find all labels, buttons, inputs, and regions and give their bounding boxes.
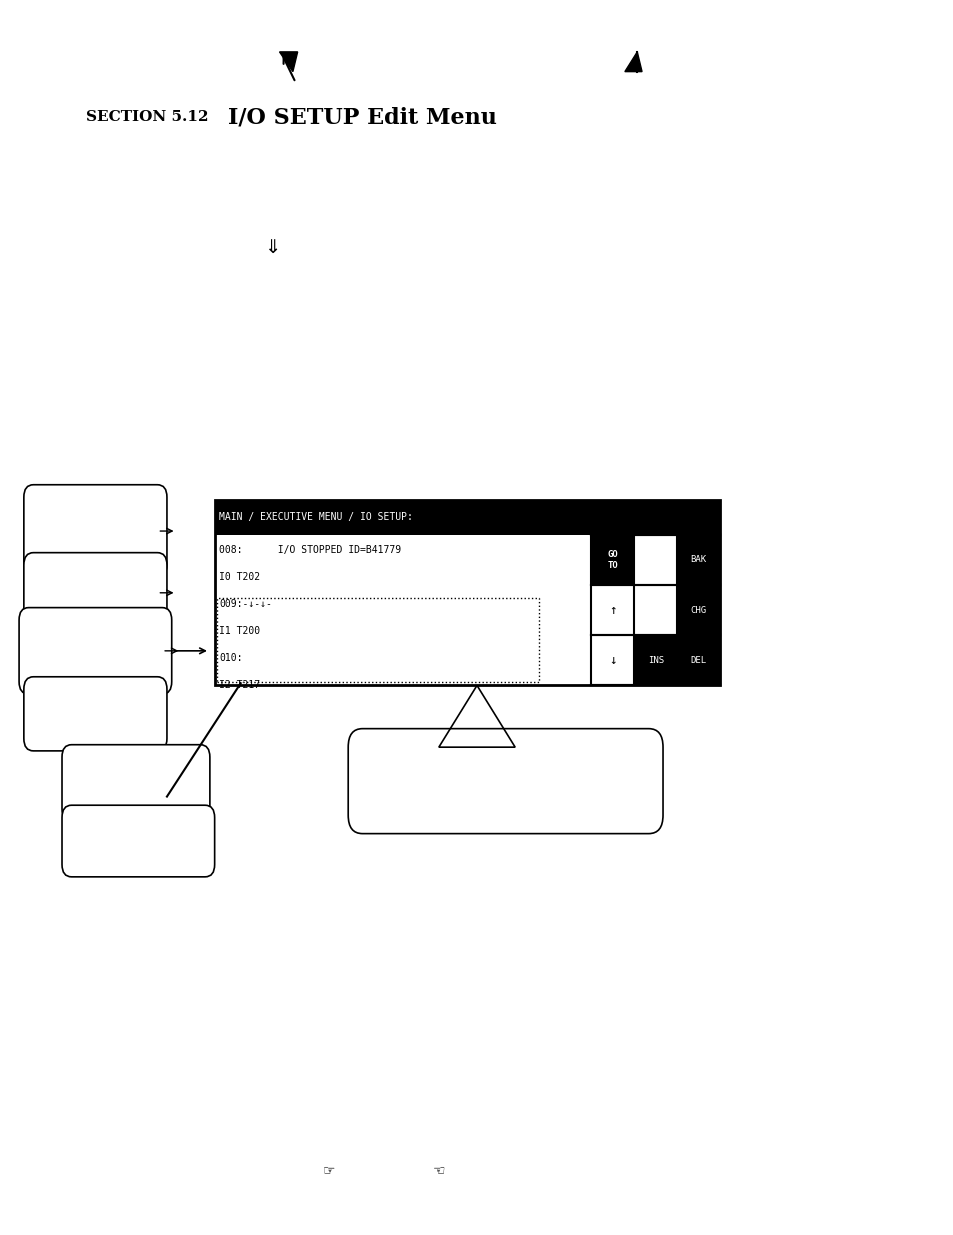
Text: ☜: ☜ (432, 1163, 445, 1178)
FancyBboxPatch shape (634, 635, 677, 685)
Text: GO
TO: GO TO (607, 550, 618, 569)
Text: I/O SETUP Edit Menu: I/O SETUP Edit Menu (228, 106, 497, 128)
Text: INS: INS (647, 656, 663, 664)
FancyBboxPatch shape (677, 585, 720, 635)
FancyBboxPatch shape (591, 535, 634, 585)
Text: DEL: DEL (690, 656, 706, 664)
Text: ☞: ☞ (322, 1163, 335, 1178)
Text: 010:: 010: (219, 653, 243, 663)
Text: ↓: ↓ (609, 653, 616, 667)
Text: SECTION 5.12: SECTION 5.12 (86, 110, 208, 125)
Text: CHG: CHG (690, 605, 706, 615)
FancyBboxPatch shape (62, 805, 214, 877)
Text: BAK: BAK (690, 556, 706, 564)
Text: 008:      I/O STOPPED ID=B41779: 008: I/O STOPPED ID=B41779 (219, 545, 401, 555)
Text: I1 T200: I1 T200 (219, 626, 260, 636)
Text: MAIN / EXECUTIVE MENU / IO SETUP:: MAIN / EXECUTIVE MENU / IO SETUP: (219, 513, 413, 522)
Text: 009:-↓-↓-: 009:-↓-↓- (219, 599, 272, 609)
FancyBboxPatch shape (677, 535, 720, 585)
Text: I2 T217: I2 T217 (219, 680, 260, 690)
Polygon shape (279, 52, 297, 72)
FancyBboxPatch shape (348, 729, 662, 834)
FancyBboxPatch shape (214, 500, 720, 685)
FancyBboxPatch shape (216, 598, 538, 682)
FancyBboxPatch shape (677, 635, 720, 685)
Polygon shape (624, 52, 641, 72)
FancyBboxPatch shape (19, 608, 172, 694)
FancyBboxPatch shape (24, 677, 167, 751)
FancyBboxPatch shape (214, 500, 720, 535)
FancyBboxPatch shape (24, 485, 167, 578)
FancyBboxPatch shape (24, 553, 167, 632)
FancyBboxPatch shape (62, 745, 210, 821)
Text: I0 T202: I0 T202 (219, 572, 260, 582)
Text: ↑: ↑ (609, 604, 616, 616)
Text: ⇓: ⇓ (263, 237, 280, 257)
